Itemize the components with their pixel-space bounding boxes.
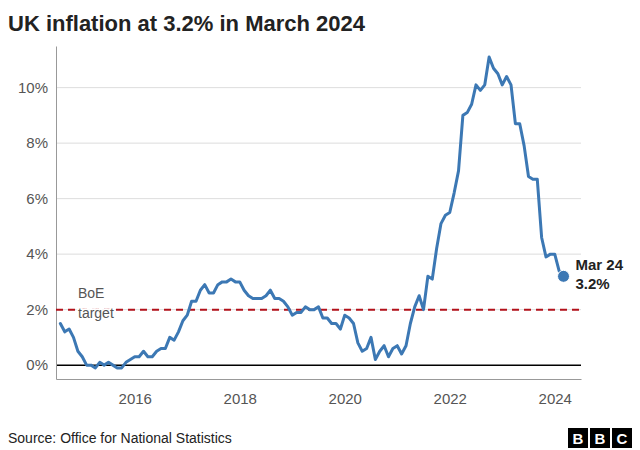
y-tick: 10% — [18, 79, 56, 96]
reference-label-part: BoE — [78, 285, 104, 301]
y-axis-line — [56, 47, 57, 380]
logo-box — [568, 428, 588, 448]
x-axis: 2016 2018 2020 2022 2024 — [57, 379, 582, 407]
x-tick-label: 2018 — [224, 390, 257, 407]
y-tick-label: 6% — [26, 190, 48, 207]
x-tick: 2024 — [539, 379, 572, 407]
x-tick: 2018 — [224, 379, 257, 407]
background — [0, 0, 640, 450]
y-tick-label: 8% — [26, 134, 48, 151]
reference-label: BoE target — [78, 285, 114, 321]
x-tick: 2016 — [119, 379, 152, 407]
logo: BBC — [568, 428, 632, 448]
logo-letter: C — [617, 430, 628, 447]
chart-container: UK inflation at 3.2% in March 2024 0% 2% 4%… — [0, 0, 640, 450]
logo-text: BBC — [573, 430, 628, 447]
y-tick: 0% — [26, 356, 56, 373]
plot-area — [56, 57, 581, 368]
end-point — [558, 270, 570, 282]
y-tick-label: 4% — [26, 245, 48, 262]
annotation-label: Mar 24 — [576, 256, 624, 273]
y-tick: 6% — [26, 190, 56, 207]
y-axis: 0% 2% 4% 6% 8% 10% — [18, 47, 57, 380]
reference-label-part: target — [78, 305, 114, 321]
y-tick: 2% — [26, 301, 56, 318]
x-tick: 2022 — [434, 379, 467, 407]
x-tick-label: 2024 — [539, 390, 572, 407]
grid-line — [56, 254, 581, 255]
annotation-label: 3.2% — [576, 275, 610, 292]
x-tick: 2020 — [329, 379, 362, 407]
grid — [56, 88, 581, 366]
baseline — [56, 364, 581, 366]
x-tick-label: 2022 — [434, 390, 467, 407]
logo-letter: B — [573, 430, 584, 447]
x-tick-label: 2020 — [329, 390, 362, 407]
y-tick: 8% — [26, 134, 56, 151]
chart-svg: UK inflation at 3.2% in March 2024 0% 2% 4%… — [0, 0, 640, 450]
grid-line — [56, 87, 581, 88]
logo-box — [612, 428, 632, 448]
x-axis-line — [57, 379, 582, 380]
y-tick-label: 0% — [26, 356, 48, 373]
x-tick-label: 2016 — [119, 390, 152, 407]
title: UK inflation at 3.2% in March 2024 — [8, 11, 366, 36]
logo-letter: B — [595, 430, 606, 447]
data-line — [60, 57, 563, 368]
grid-line — [56, 143, 581, 144]
logo-box — [590, 428, 610, 448]
y-tick-label: 2% — [26, 301, 48, 318]
y-tick-label: 10% — [18, 79, 48, 96]
source: Source: Office for National Statistics — [8, 430, 232, 446]
grid-line — [56, 198, 581, 199]
y-tick: 4% — [26, 245, 56, 262]
